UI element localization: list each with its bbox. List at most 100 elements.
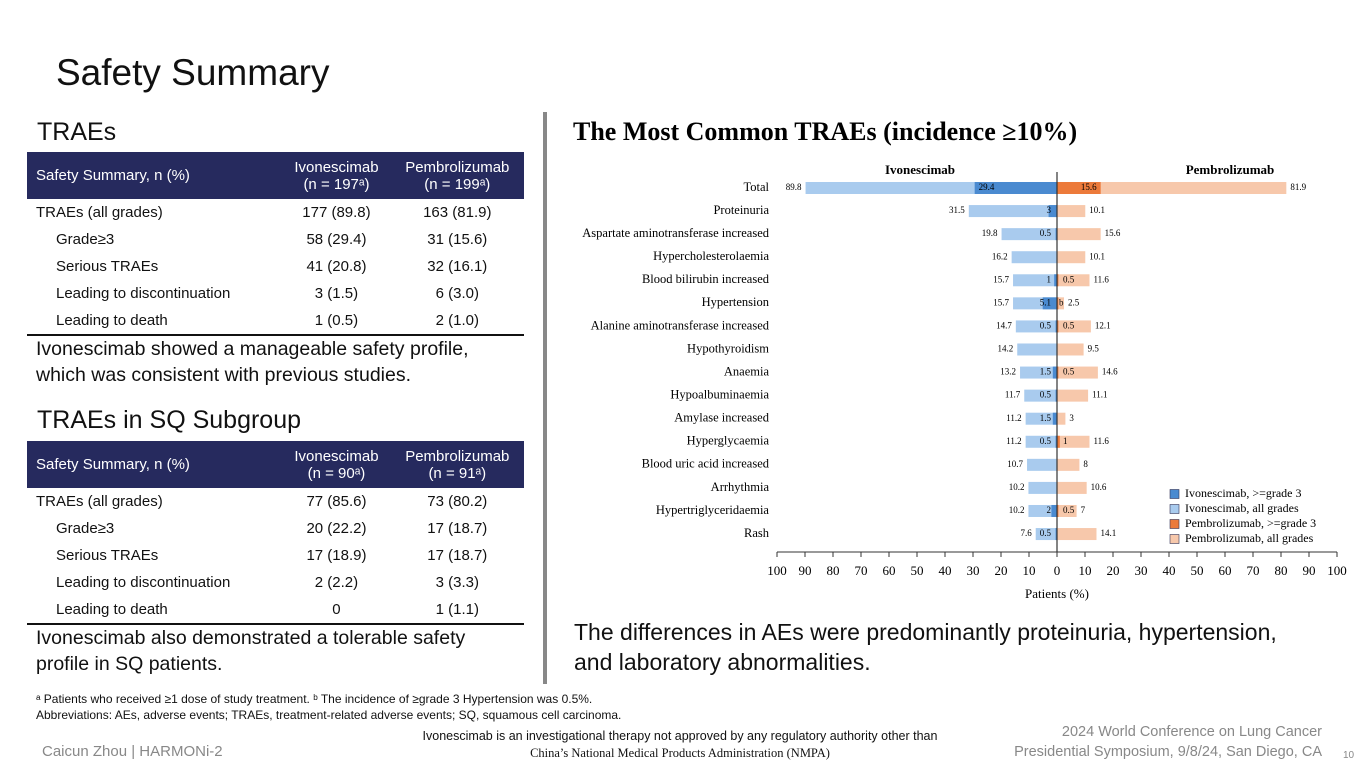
bar: [1055, 389, 1057, 402]
header-cell: Ivonescimab (n = 197ᵃ): [282, 152, 391, 199]
value-label: 0.5: [1063, 274, 1075, 284]
category-label: Hypothyroidism: [687, 341, 769, 355]
table-cell: 0: [332, 601, 341, 618]
value-label: 15.6: [1081, 182, 1097, 192]
disclaimer: Ivonescimab is an investigational therap…: [380, 728, 980, 762]
chart-title: The Most Common TRAEs (incidence ≥10%): [573, 117, 1077, 146]
table-cell: 2 (1.0): [435, 312, 479, 329]
category-label: Amylase increased: [674, 411, 770, 425]
value-label: 9.5: [1088, 344, 1100, 354]
note-line: Ivonescimab showed a manageable safety p…: [36, 338, 469, 360]
value-label: 7: [1081, 505, 1086, 515]
category-label: Hypercholesterolaemia: [653, 249, 769, 263]
x-tick-label: 0: [1054, 563, 1061, 578]
table-cell: 32 (16.1): [427, 258, 488, 275]
bar: [1055, 228, 1057, 241]
header-cell: Pembrolizumab (n = 91ᵃ): [390, 441, 524, 488]
table-cell: 1 (0.5): [314, 312, 359, 329]
x-tick-label: 20: [995, 563, 1008, 578]
table-row: Leading to death 1 (0.5) 2 (1.0): [27, 307, 524, 335]
table-cell: TRAEs (all grades): [36, 493, 163, 510]
table-cell: 31 (15.6): [427, 231, 488, 248]
table-row: Grade≥3 58 (29.4) 31 (15.6): [27, 226, 524, 253]
value-label: 1: [1047, 274, 1052, 284]
category-label: Rash: [744, 526, 770, 540]
x-tick-label: 70: [1247, 563, 1260, 578]
bar: [1057, 504, 1077, 517]
section-heading: TRAEs in SQ Subgroup: [37, 406, 302, 434]
category-label: Alanine aminotransferase increased: [591, 318, 770, 332]
table-cell: 6 (3.0): [435, 285, 479, 302]
table-cell: 2 (2.2): [314, 574, 359, 591]
value-label: 5.1: [1040, 297, 1051, 307]
safety-table: Safety Summary, n (%) Ivonescimab (n = 19…: [27, 152, 524, 336]
value-label: 14.6: [1102, 367, 1118, 377]
table-row: TRAEs (all grades) 177 (89.8) 163 (81.9): [27, 199, 524, 226]
value-label: 15.6: [1105, 228, 1121, 238]
value-label: 10.1: [1089, 251, 1105, 261]
table-cell: Leading to death: [56, 601, 168, 618]
table-cell: 77 (85.6): [306, 493, 367, 510]
x-tick-label: 30: [1135, 563, 1148, 578]
bar: [1017, 343, 1057, 356]
table-cell: 73 (80.2): [427, 493, 488, 510]
value-label: 0.5: [1063, 320, 1075, 330]
bar: [1057, 458, 1080, 471]
value-label: 14.1: [1100, 528, 1116, 538]
table-cell: Leading to death: [56, 312, 168, 329]
legend-swatch: [1169, 489, 1180, 499]
bar: [1057, 205, 1086, 218]
value-label: 0.5: [1063, 367, 1075, 377]
x-tick-label: 80: [827, 563, 840, 578]
table-row: Leading to discontinuation 2 (2.2) 3 (3.3): [27, 569, 524, 596]
section-heading: TRAEs: [37, 118, 117, 146]
table-cell: 17 (18.7): [427, 520, 488, 537]
bar: [1057, 297, 1064, 310]
category-label: Anaemia: [724, 364, 770, 378]
value-label: 7.6: [1020, 528, 1032, 538]
value-label: 1: [1063, 436, 1068, 446]
value-label: 10.1: [1089, 205, 1105, 215]
value-label: 10.2: [1009, 505, 1025, 515]
bar: [1057, 182, 1287, 194]
legend-label: Pembrolizumab, all grades: [1185, 531, 1314, 545]
x-tick-label: 50: [1191, 563, 1204, 578]
value-label: 10.7: [1007, 459, 1023, 469]
conference: 2024 World Conference on Lung Cancer Pres…: [1014, 722, 1322, 762]
bar: [1025, 412, 1057, 425]
bar: [1057, 320, 1059, 333]
bar: [1020, 366, 1057, 379]
bar: [1052, 412, 1057, 425]
bar: [1057, 412, 1066, 425]
value-label: 1.5: [1040, 413, 1052, 423]
table-row: Serious TRAEs 17 (18.9) 17 (18.7): [27, 542, 524, 569]
value-label: 12.1: [1095, 320, 1111, 330]
safety-table: Safety Summary, n (%) Ivonescimab (n = 90…: [27, 441, 524, 625]
value-label: 1.5: [1040, 367, 1052, 377]
x-tick-label: 50: [911, 563, 924, 578]
value-label: 11.2: [1006, 413, 1021, 423]
bar: [974, 182, 1057, 194]
value-label: 0.5: [1040, 320, 1052, 330]
bar: [1057, 274, 1090, 287]
value-label: 0.5: [1040, 390, 1052, 400]
header-cell: Safety Summary, n (%): [27, 152, 283, 199]
bar: [968, 205, 1057, 218]
value-label: 10.2: [1009, 482, 1025, 492]
bar: [1057, 435, 1090, 448]
bar: [1057, 343, 1084, 356]
value-label: 15.7: [993, 274, 1009, 284]
legend-swatch: [1169, 519, 1180, 529]
bar: [1024, 389, 1057, 402]
note: Ivonescimab showed a manageable safety p…: [36, 336, 469, 388]
note-line: Ivonescimab also demonstrated a tolerabl…: [36, 627, 466, 649]
table-row: Grade≥3 20 (22.2) 17 (18.7): [27, 515, 524, 542]
bar: [1057, 182, 1101, 194]
table-cell: Serious TRAEs: [56, 258, 159, 275]
value-label: 15.7: [993, 297, 1009, 307]
caption-line: The differences in AEs were predominantl…: [574, 619, 1277, 645]
value-label: 11.7: [1005, 390, 1021, 400]
header-cell: Safety Summary, n (%): [27, 441, 283, 488]
value-label: 29.4: [979, 182, 995, 192]
